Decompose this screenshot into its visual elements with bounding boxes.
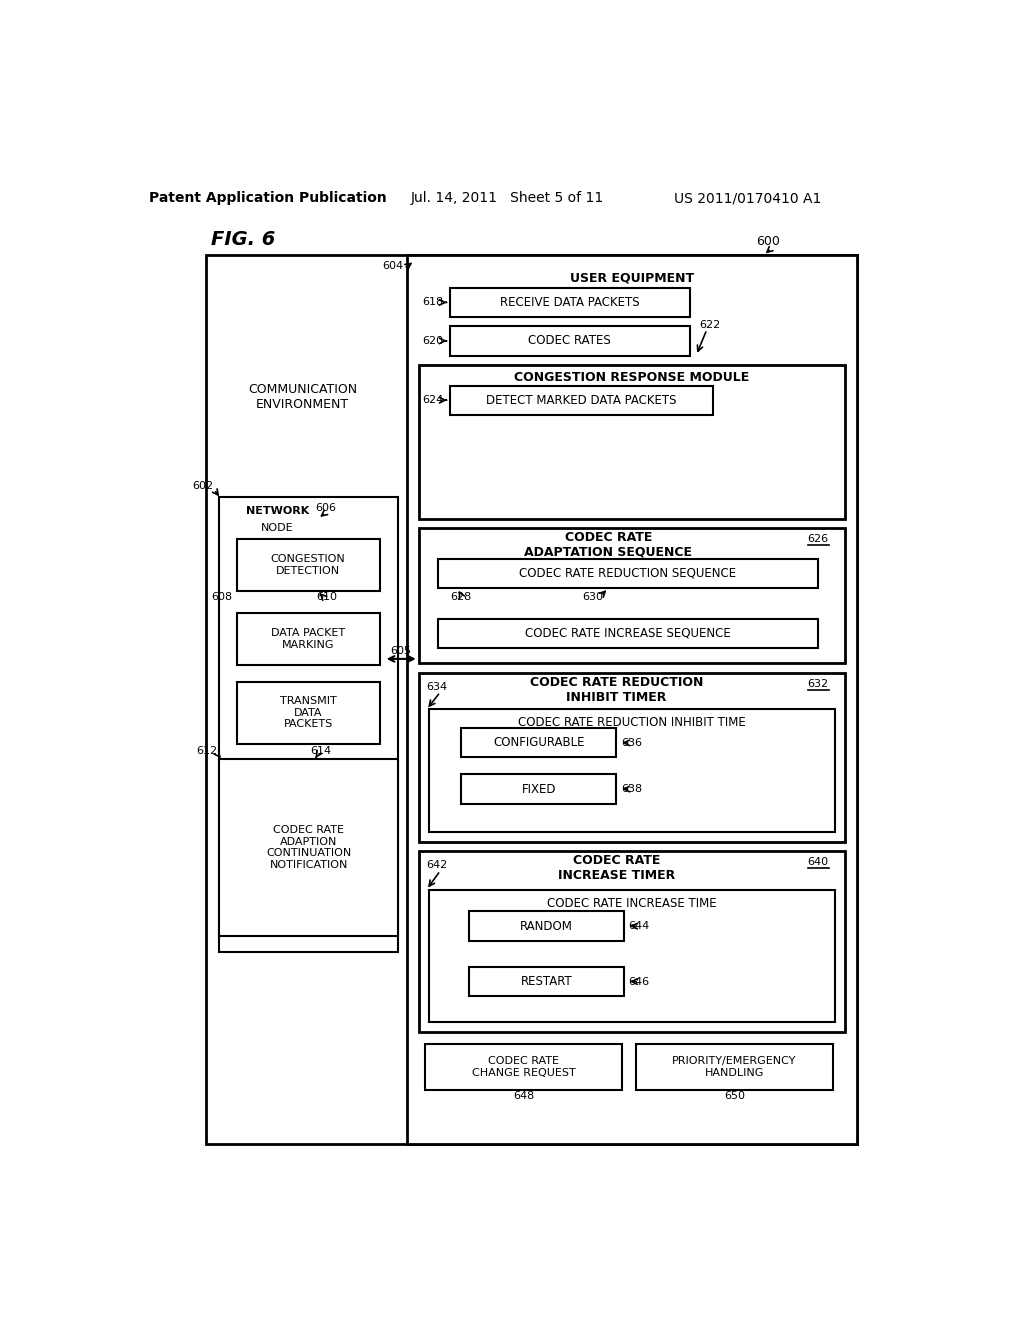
Text: 648: 648	[513, 1092, 535, 1101]
Text: 646: 646	[629, 977, 650, 986]
Text: CONFIGURABLE: CONFIGURABLE	[493, 737, 585, 750]
Text: CODEC RATE INCREASE SEQUENCE: CODEC RATE INCREASE SEQUENCE	[525, 627, 731, 640]
Text: FIXED: FIXED	[521, 783, 556, 796]
Bar	[461, 729, 616, 758]
Text: 642: 642	[426, 861, 447, 870]
Text: RECEIVE DATA PACKETS: RECEIVE DATA PACKETS	[500, 296, 640, 309]
Text: 624: 624	[422, 395, 443, 405]
Text: TRANSMIT
DATA
PACKETS: TRANSMIT DATA PACKETS	[280, 696, 337, 730]
Bar	[461, 775, 616, 804]
Text: 614: 614	[310, 746, 331, 756]
Text: CODEC RATE REDUCTION
INHIBIT TIMER: CODEC RATE REDUCTION INHIBIT TIMER	[529, 676, 702, 704]
Text: 610: 610	[316, 593, 337, 602]
Text: 628: 628	[451, 593, 472, 602]
Text: 634: 634	[426, 681, 447, 692]
Text: Patent Application Publication: Patent Application Publication	[148, 191, 386, 206]
Text: CODEC RATE REDUCTION SEQUENCE: CODEC RATE REDUCTION SEQUENCE	[519, 566, 736, 579]
Text: 622: 622	[699, 319, 721, 330]
Bar	[450, 385, 713, 414]
Bar	[237, 539, 380, 591]
Text: PRIORITY/EMERGENCY
HANDLING: PRIORITY/EMERGENCY HANDLING	[672, 1056, 797, 1078]
Text: 602: 602	[193, 480, 213, 491]
Bar	[469, 966, 624, 997]
Text: 612: 612	[196, 746, 217, 756]
Text: 632: 632	[808, 678, 828, 689]
Text: 620: 620	[422, 335, 443, 346]
Text: FIG. 6: FIG. 6	[211, 230, 274, 248]
Text: RESTART: RESTART	[520, 975, 572, 989]
Bar	[419, 673, 845, 842]
Text: CODEC RATE
INCREASE TIMER: CODEC RATE INCREASE TIMER	[558, 854, 675, 882]
Bar	[206, 255, 856, 1144]
Text: CODEC RATE INCREASE TIME: CODEC RATE INCREASE TIME	[547, 898, 717, 911]
Text: 618: 618	[422, 297, 443, 308]
Text: Jul. 14, 2011   Sheet 5 of 11: Jul. 14, 2011 Sheet 5 of 11	[411, 191, 604, 206]
Bar	[450, 288, 690, 317]
Bar	[237, 612, 380, 665]
Text: NETWORK: NETWORK	[246, 506, 309, 516]
Text: 608: 608	[212, 593, 232, 602]
Bar	[425, 1044, 623, 1090]
Bar	[219, 759, 397, 936]
Text: USER EQUIPMENT: USER EQUIPMENT	[569, 271, 694, 284]
Text: US 2011/0170410 A1: US 2011/0170410 A1	[675, 191, 821, 206]
Bar	[237, 682, 380, 743]
Text: 604: 604	[382, 261, 403, 271]
Bar	[419, 528, 845, 663]
Bar	[419, 851, 845, 1032]
Text: DATA PACKET
MARKING: DATA PACKET MARKING	[271, 628, 345, 649]
Text: CONGESTION RESPONSE MODULE: CONGESTION RESPONSE MODULE	[514, 371, 750, 384]
Bar	[219, 498, 397, 952]
Bar	[438, 619, 818, 648]
Bar	[636, 1044, 834, 1090]
Text: NODE: NODE	[261, 523, 294, 533]
Bar	[429, 890, 835, 1022]
Text: 644: 644	[629, 921, 650, 931]
Text: CODEC RATE
CHANGE REQUEST: CODEC RATE CHANGE REQUEST	[472, 1056, 575, 1078]
Text: 650: 650	[724, 1092, 744, 1101]
Text: 600: 600	[756, 235, 779, 248]
Text: 626: 626	[808, 533, 828, 544]
Text: 638: 638	[621, 784, 642, 795]
Bar	[429, 709, 835, 832]
Text: 640: 640	[808, 857, 828, 867]
Bar	[419, 364, 845, 519]
Text: CONGESTION
DETECTION: CONGESTION DETECTION	[270, 554, 345, 576]
Text: CODEC RATES: CODEC RATES	[528, 334, 611, 347]
Text: 605: 605	[390, 647, 412, 656]
Bar	[469, 911, 624, 941]
Bar	[450, 326, 690, 355]
Text: COMMUNICATION
ENVIRONMENT: COMMUNICATION ENVIRONMENT	[248, 383, 357, 411]
Text: CODEC RATE
ADAPTION
CONTINUATION
NOTIFICATION: CODEC RATE ADAPTION CONTINUATION NOTIFIC…	[266, 825, 351, 870]
Bar	[438, 558, 818, 589]
Text: 636: 636	[621, 738, 642, 748]
Text: DETECT MARKED DATA PACKETS: DETECT MARKED DATA PACKETS	[486, 393, 677, 407]
Text: CODEC RATE REDUCTION INHIBIT TIME: CODEC RATE REDUCTION INHIBIT TIME	[518, 717, 745, 730]
Text: CODEC RATE
ADAPTATION SEQUENCE: CODEC RATE ADAPTATION SEQUENCE	[524, 531, 692, 558]
Text: 630: 630	[583, 593, 603, 602]
Text: 606: 606	[315, 503, 337, 513]
Text: RANDOM: RANDOM	[520, 920, 573, 933]
Bar	[407, 255, 856, 1144]
